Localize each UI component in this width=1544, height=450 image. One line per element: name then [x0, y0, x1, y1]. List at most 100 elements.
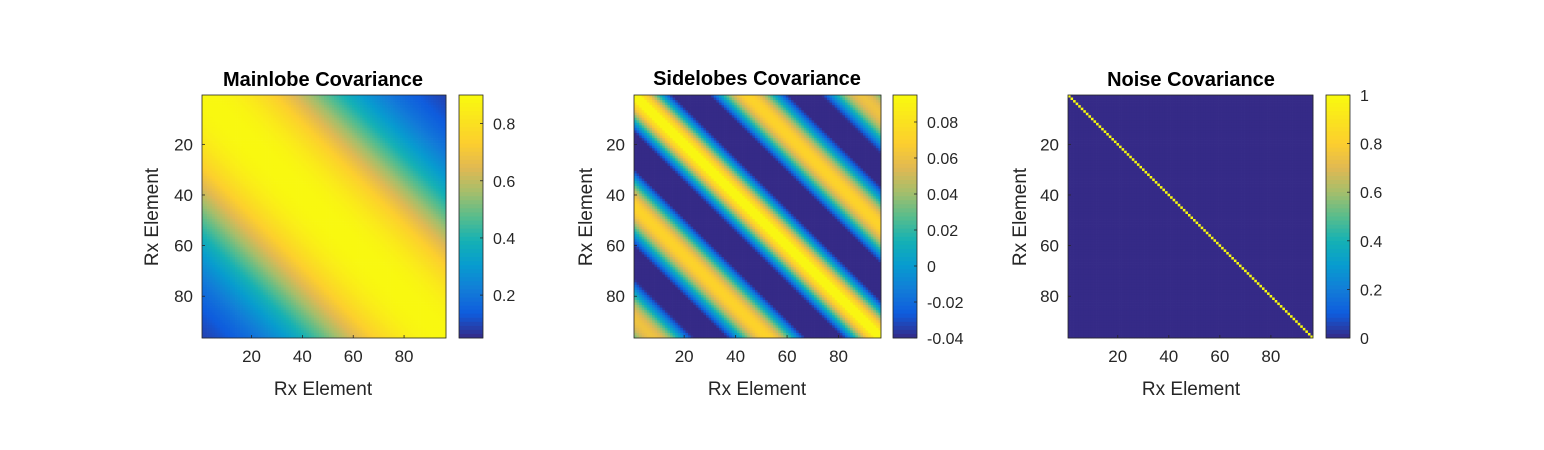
heatmap-cell: [225, 163, 228, 166]
heatmap-cell: [233, 133, 236, 136]
heatmap-cell: [365, 95, 368, 98]
heatmap-cell: [283, 196, 286, 199]
heatmap-cell: [375, 113, 378, 116]
heatmap-cell: [299, 100, 302, 103]
heatmap-cell: [306, 118, 309, 121]
heatmap-cell: [253, 98, 256, 101]
heatmap-cell: [410, 186, 413, 189]
heatmap-cell: [377, 151, 380, 154]
heatmap-cell: [217, 176, 220, 179]
heatmap-cell: [233, 125, 236, 128]
heatmap-cell: [438, 143, 441, 146]
heatmap-cell: [342, 118, 345, 121]
heatmap-cell: [301, 189, 304, 192]
heatmap-cell: [258, 168, 261, 171]
heatmap-cell: [385, 98, 388, 101]
heatmap-cell: [230, 194, 233, 197]
heatmap-cell: [202, 110, 205, 113]
heatmap-cell: [296, 130, 299, 133]
heatmap-cell: [377, 206, 380, 209]
heatmap-cell: [243, 173, 246, 176]
heatmap-cell: [390, 151, 393, 154]
heatmap-cell: [240, 141, 243, 144]
heatmap-cell: [418, 136, 421, 139]
heatmap-cell: [210, 125, 213, 128]
heatmap-cell: [380, 166, 383, 169]
heatmap-cell: [250, 184, 253, 187]
heatmap-cell: [299, 103, 302, 106]
heatmap-cell: [301, 148, 304, 151]
heatmap-cell: [355, 151, 358, 154]
heatmap-cell: [395, 196, 398, 199]
heatmap-cell: [410, 194, 413, 197]
heatmap-cell: [410, 128, 413, 131]
heatmap-cell: [367, 163, 370, 166]
heatmap-cell: [433, 110, 436, 113]
heatmap-cell: [260, 176, 263, 179]
heatmap-cell: [342, 199, 345, 202]
heatmap-cell: [271, 123, 274, 126]
heatmap-cell: [405, 209, 408, 212]
heatmap-cell: [398, 224, 401, 227]
heatmap-cell: [436, 120, 439, 123]
heatmap-cell: [329, 113, 332, 116]
heatmap-cell: [362, 189, 365, 192]
heatmap-cell: [405, 105, 408, 108]
heatmap-cell: [413, 204, 416, 207]
heatmap-cell: [202, 217, 205, 220]
heatmap-cell: [233, 113, 236, 116]
heatmap-cell: [362, 108, 365, 111]
heatmap-cell: [418, 168, 421, 171]
heatmap-cell: [235, 217, 238, 220]
heatmap-cell: [388, 108, 391, 111]
heatmap-cell: [355, 133, 358, 136]
heatmap-cell: [398, 146, 401, 149]
heatmap-cell: [339, 98, 342, 101]
heatmap-cell: [367, 181, 370, 184]
heatmap-cell: [347, 120, 350, 123]
heatmap-cell: [388, 123, 391, 126]
heatmap-cell: [334, 199, 337, 202]
heatmap-cell: [382, 130, 385, 133]
heatmap-cell: [240, 105, 243, 108]
heatmap-cell: [253, 113, 256, 116]
heatmap-cell: [321, 133, 324, 136]
heatmap-cell: [403, 201, 406, 204]
heatmap-cell: [263, 141, 266, 144]
heatmap-cell: [360, 146, 363, 149]
heatmap-cell: [418, 118, 421, 121]
heatmap-cell: [205, 171, 208, 174]
heatmap-cell: [212, 120, 215, 123]
heatmap-cell: [296, 224, 299, 227]
heatmap-cell: [271, 204, 274, 207]
heatmap-cell: [416, 184, 419, 187]
heatmap-cell: [319, 153, 322, 156]
heatmap-cell: [405, 133, 408, 136]
heatmap-cell: [344, 181, 347, 184]
heatmap-cell: [294, 204, 297, 207]
heatmap-cell: [296, 98, 299, 101]
heatmap-cell: [235, 189, 238, 192]
heatmap-cell: [339, 146, 342, 149]
heatmap-cell: [433, 115, 436, 118]
heatmap-cell: [309, 141, 312, 144]
heatmap-cell: [413, 151, 416, 154]
heatmap-cell: [286, 151, 289, 154]
heatmap-cell: [337, 199, 340, 202]
heatmap-cell: [294, 156, 297, 159]
heatmap-cell: [306, 181, 309, 184]
heatmap-cell: [428, 143, 431, 146]
heatmap-cell: [324, 199, 327, 202]
heatmap-cell: [245, 171, 248, 174]
heatmap-cell: [393, 163, 396, 166]
heatmap-cell: [431, 143, 434, 146]
heatmap-cell: [365, 222, 368, 225]
heatmap-cell: [385, 204, 388, 207]
heatmap-cell: [273, 158, 276, 161]
heatmap-cell: [395, 189, 398, 192]
heatmap-cell: [395, 105, 398, 108]
heatmap-cell: [410, 217, 413, 220]
heatmap-cell: [342, 191, 345, 194]
heatmap-cell: [349, 151, 352, 154]
heatmap-cell: [416, 118, 419, 121]
